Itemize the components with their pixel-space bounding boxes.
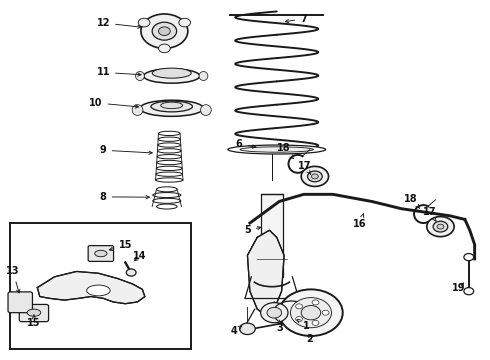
Text: 17: 17 xyxy=(423,207,437,221)
Ellipse shape xyxy=(27,309,41,316)
Ellipse shape xyxy=(199,72,208,81)
Circle shape xyxy=(138,18,150,27)
Text: 3: 3 xyxy=(277,320,284,333)
Text: 18: 18 xyxy=(277,143,294,158)
Text: 18: 18 xyxy=(404,194,420,208)
Text: 13: 13 xyxy=(6,266,20,293)
Text: 7: 7 xyxy=(285,14,307,24)
Circle shape xyxy=(240,323,255,334)
Text: 10: 10 xyxy=(89,98,139,108)
Circle shape xyxy=(295,304,302,309)
Circle shape xyxy=(179,18,191,27)
Text: 6: 6 xyxy=(236,139,256,149)
Ellipse shape xyxy=(152,68,191,78)
Circle shape xyxy=(279,289,343,336)
Circle shape xyxy=(433,221,448,232)
Ellipse shape xyxy=(228,145,326,154)
Ellipse shape xyxy=(87,285,110,296)
Text: 8: 8 xyxy=(100,192,149,202)
Text: 12: 12 xyxy=(97,18,141,28)
Circle shape xyxy=(295,316,302,321)
Polygon shape xyxy=(37,271,145,304)
Text: 15: 15 xyxy=(27,315,41,328)
Text: 5: 5 xyxy=(244,225,261,235)
Text: 15: 15 xyxy=(109,240,132,251)
FancyBboxPatch shape xyxy=(8,292,32,313)
Circle shape xyxy=(322,310,329,315)
Ellipse shape xyxy=(161,102,183,109)
Text: 14: 14 xyxy=(133,251,147,261)
Circle shape xyxy=(301,166,329,186)
Ellipse shape xyxy=(95,250,107,257)
Circle shape xyxy=(159,27,170,36)
Text: 9: 9 xyxy=(100,145,152,155)
Text: 16: 16 xyxy=(353,213,367,229)
Text: 4: 4 xyxy=(231,326,242,336)
Circle shape xyxy=(312,300,319,305)
Text: 17: 17 xyxy=(298,161,311,174)
Circle shape xyxy=(301,306,321,320)
Circle shape xyxy=(312,174,318,179)
Ellipse shape xyxy=(144,69,200,83)
Circle shape xyxy=(267,307,282,318)
Circle shape xyxy=(159,44,170,53)
Circle shape xyxy=(152,22,176,40)
Circle shape xyxy=(261,303,288,323)
Circle shape xyxy=(141,14,188,48)
Circle shape xyxy=(312,320,319,325)
Circle shape xyxy=(464,253,474,261)
Text: 11: 11 xyxy=(97,67,141,77)
Circle shape xyxy=(464,288,474,295)
Circle shape xyxy=(291,298,331,328)
Circle shape xyxy=(308,171,322,182)
Circle shape xyxy=(427,217,454,237)
Text: 2: 2 xyxy=(306,334,313,344)
Ellipse shape xyxy=(140,100,203,116)
Ellipse shape xyxy=(132,105,143,116)
Ellipse shape xyxy=(136,72,145,81)
Circle shape xyxy=(437,224,444,229)
FancyBboxPatch shape xyxy=(88,246,114,261)
Text: 1: 1 xyxy=(297,319,310,331)
Bar xyxy=(10,223,191,348)
Polygon shape xyxy=(247,230,284,316)
Ellipse shape xyxy=(240,147,314,152)
Ellipse shape xyxy=(151,101,193,112)
Ellipse shape xyxy=(200,105,211,116)
Bar xyxy=(261,194,283,277)
Text: 19: 19 xyxy=(452,283,466,293)
FancyBboxPatch shape xyxy=(19,305,49,321)
Circle shape xyxy=(126,269,136,276)
